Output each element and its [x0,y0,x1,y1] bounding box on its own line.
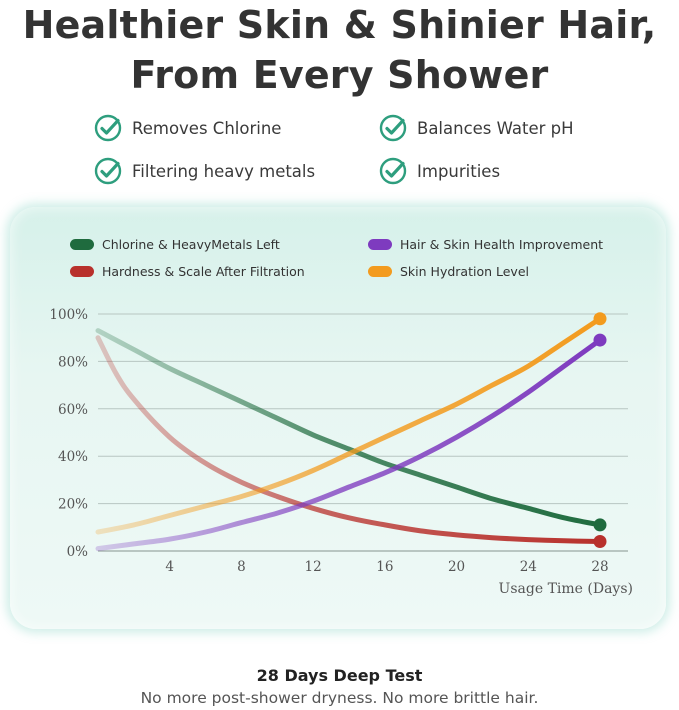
feature-label: Removes Chlorine [132,118,282,138]
x-tick-label: 24 [520,559,537,575]
x-tick-label: 4 [165,559,174,575]
legend-swatch [70,238,94,250]
x-tick-label: 20 [448,559,465,575]
y-tick-label: 0% [67,544,89,560]
legend-label: Hair & Skin Health Improvement [400,236,604,252]
footer-subtitle: No more post-shower dryness. No more bri… [140,689,539,707]
legend-swatch [368,238,392,250]
series-line [95,337,603,552]
check-circle-icon [94,157,122,185]
legend-item-hair-skin: Hair & Skin Health Improvement [368,234,603,254]
series-end-point [593,518,607,532]
x-tick-label: 28 [591,559,608,575]
footer-title: 28 Days Deep Test [256,666,423,685]
y-tick-label: 40% [58,449,88,465]
legend-label: Skin Hydration Level [400,263,529,279]
series-end-point [593,535,607,549]
feature-balances-ph: Balances Water pH [379,112,574,144]
series-line [95,328,603,528]
series-end-point [593,333,607,347]
legend-item-hardness: Hardness & Scale After Filtration [70,261,305,281]
x-tick-label: 12 [305,559,322,575]
chart-panel: Chlorine & HeavyMetals Left Hair & Skin … [10,207,666,629]
headline-line-1: Healthier Skin & Shinier Hair, [22,3,657,47]
legend-item-chlorine: Chlorine & HeavyMetals Left [70,234,280,254]
legend-swatch [368,265,392,277]
series-end-point [593,312,607,326]
headline-line-2: From Every Shower [130,53,549,97]
feature-label: Filtering heavy metals [132,161,316,181]
legend-label: Hardness & Scale After Filtration [102,263,305,279]
x-axis-label: Usage Time (Days) [499,581,633,597]
line-chart: 0% 20% 40% 60% 80% 100% 4 8 12 16 20 24 28 Usage Time… [49,307,633,597]
series-line [95,316,603,535]
headline: Healthier Skin & Shinier Hair, From Ever… [0,0,679,100]
feature-impurities: Impurities [379,155,500,187]
series-line [95,335,603,544]
check-circle-icon [94,114,122,142]
legend-label: Chlorine & HeavyMetals Left [102,236,280,252]
feature-removes-chlorine: Removes Chlorine [94,112,281,144]
y-tick-label: 60% [58,402,88,418]
check-circle-icon [379,157,407,185]
feature-label: Impurities [417,161,501,181]
feature-label: Balances Water pH [417,118,574,138]
x-tick-label: 8 [237,559,246,575]
legend-swatch [70,265,94,277]
feature-list: Removes Chlorine Balances Water pH Filte… [94,110,654,190]
feature-heavy-metals: Filtering heavy metals [94,155,315,187]
legend-item-hydration: Skin Hydration Level [368,261,529,281]
x-tick-label: 16 [376,559,393,575]
check-circle-icon [379,114,407,142]
y-tick-label: 80% [58,354,88,370]
y-tick-label: 20% [58,497,88,513]
y-tick-label: 100% [49,307,88,323]
